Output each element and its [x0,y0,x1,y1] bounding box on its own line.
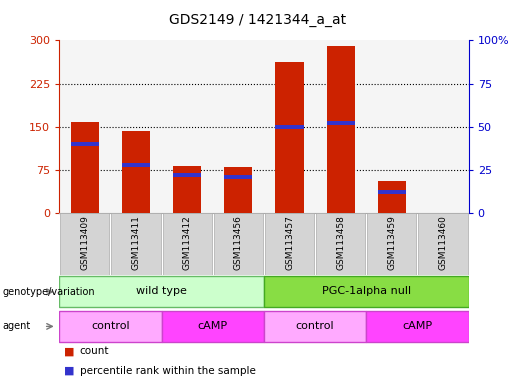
Text: GSM113460: GSM113460 [439,215,448,270]
Bar [163,213,212,275]
Bar [224,167,252,213]
Bar [276,125,304,129]
Text: GSM113411: GSM113411 [131,215,141,270]
Bar [162,311,264,342]
Text: GSM113409: GSM113409 [80,215,89,270]
Text: GDS2149 / 1421344_a_at: GDS2149 / 1421344_a_at [169,13,346,27]
Text: PGC-1alpha null: PGC-1alpha null [322,286,411,296]
Bar [122,131,150,213]
Bar [224,175,252,179]
Bar [276,61,304,213]
Bar [316,213,365,275]
Bar [173,166,201,213]
Text: ■: ■ [64,346,75,356]
Bar [378,190,406,194]
Text: GSM113458: GSM113458 [336,215,345,270]
Bar [111,213,161,275]
Bar [327,46,355,213]
Bar [60,213,109,275]
Text: wild type: wild type [136,286,187,296]
Bar [327,121,355,125]
Bar [366,311,469,342]
Text: control: control [91,321,130,331]
Bar [265,213,314,275]
Text: percentile rank within the sample: percentile rank within the sample [80,366,256,376]
Bar [264,276,469,307]
Bar [59,311,162,342]
Text: GSM113457: GSM113457 [285,215,294,270]
Text: agent: agent [3,321,31,331]
Text: GSM113456: GSM113456 [234,215,243,270]
Text: genotype/variation: genotype/variation [3,287,95,297]
Bar [71,122,99,213]
Text: GSM113412: GSM113412 [183,215,192,270]
Bar [214,213,263,275]
Bar [173,173,201,177]
Text: cAMP: cAMP [198,321,228,331]
Bar [264,311,366,342]
Bar [122,163,150,167]
Bar [419,213,468,275]
Bar [378,182,406,213]
Text: control: control [296,321,334,331]
Text: cAMP: cAMP [402,321,433,331]
Text: count: count [80,346,109,356]
Bar [59,276,264,307]
Text: GSM113459: GSM113459 [387,215,397,270]
Text: ■: ■ [64,366,75,376]
Bar [367,213,417,275]
Bar [71,142,99,146]
